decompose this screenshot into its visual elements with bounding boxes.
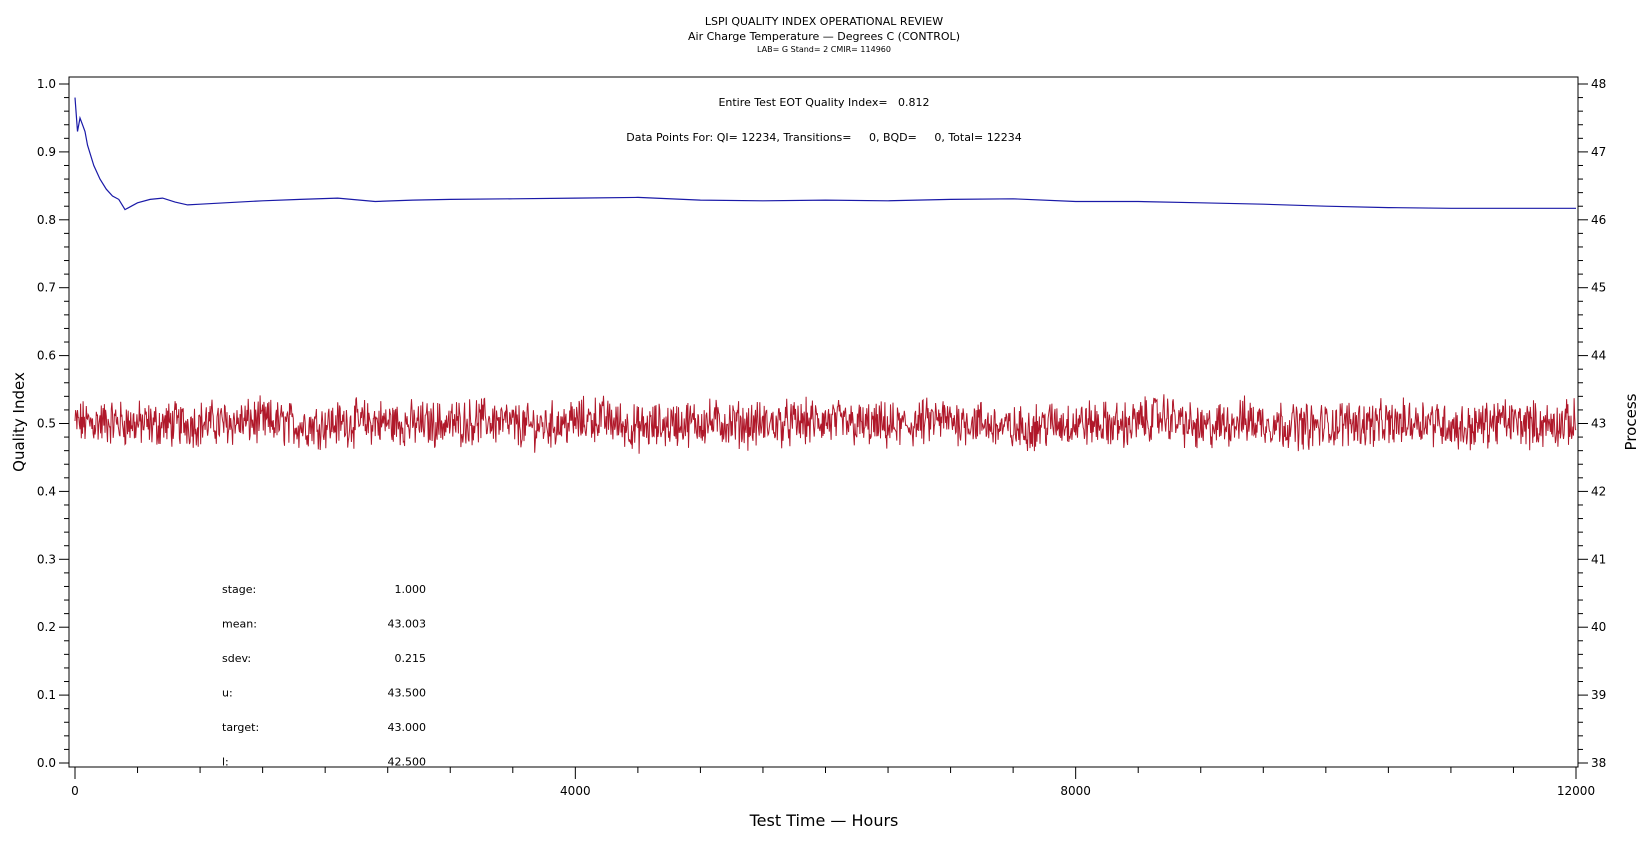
stat-value: 42.500 xyxy=(388,756,427,769)
y2-tick-label: 40 xyxy=(1591,620,1606,634)
y-tick-label: 1.0 xyxy=(37,77,56,91)
chart-meta: LAB= G Stand= 2 CMIR= 114960 xyxy=(757,45,891,54)
y-tick-label: 0.2 xyxy=(37,620,56,634)
plot-frame xyxy=(68,76,1579,768)
y2-axis-label: Process xyxy=(1622,393,1640,450)
y-axis-ticks: 0.0 0.1 0.2 0.3 0.4 0.5 0.6 0.7 0.8 0.9 1.0 xyxy=(37,77,69,770)
y2-tick-label: 43 xyxy=(1591,417,1606,431)
y-tick-label: 0.0 xyxy=(37,756,56,770)
stat-label: mean: xyxy=(222,618,257,631)
y-tick-label: 0.7 xyxy=(37,281,56,295)
chart-title: LSPI QUALITY INDEX OPERATIONAL REVIEW xyxy=(705,15,943,28)
y2-tick-label: 44 xyxy=(1591,349,1606,363)
quality-index-series-line xyxy=(74,97,1576,211)
stat-label: target: xyxy=(222,721,259,734)
stat-label: u: xyxy=(222,687,233,700)
stat-value: 0.215 xyxy=(395,652,427,665)
x-tick-label: 0 xyxy=(71,784,79,798)
quality-index-annotation: Entire Test EOT Quality Index= 0.812 xyxy=(718,96,929,109)
x-tick-label: 8000 xyxy=(1060,784,1091,798)
y2-tick-label: 39 xyxy=(1591,688,1606,702)
y-tick-label: 0.3 xyxy=(37,552,56,566)
stat-label: l: xyxy=(222,756,229,769)
stat-value: 1.000 xyxy=(395,583,427,596)
stats-block: stage: 1.000 mean: 43.003 sdev: 0.215 u: 43.500… xyxy=(222,583,426,769)
y2-tick-label: 42 xyxy=(1591,484,1606,498)
y-tick-label: 0.9 xyxy=(37,145,56,159)
y-tick-label: 0.4 xyxy=(37,484,56,498)
series-layer xyxy=(74,97,1577,454)
y2-tick-label: 45 xyxy=(1591,281,1606,295)
y-tick-label: 0.5 xyxy=(37,417,56,431)
y2-tick-label: 41 xyxy=(1591,552,1606,566)
x-axis-ticks: 0 4000 8000 12000 xyxy=(71,767,1595,798)
y-tick-label: 0.1 xyxy=(37,688,56,702)
y-tick-label: 0.6 xyxy=(37,349,56,363)
y2-tick-label: 47 xyxy=(1591,145,1606,159)
x-tick-label: 12000 xyxy=(1557,784,1595,798)
stat-label: stage: xyxy=(222,583,256,596)
chart-subtitle: Air Charge Temperature — Degrees C (CONT… xyxy=(688,30,960,43)
stat-value: 43.500 xyxy=(388,687,427,700)
y2-tick-label: 38 xyxy=(1591,756,1606,770)
stat-value: 43.000 xyxy=(388,721,427,734)
data-points-annotation: Data Points For: QI= 12234, Transitions=… xyxy=(626,131,1021,144)
y2-axis-ticks: 38 39 40 41 42 43 44 45 46 47 48 xyxy=(1578,77,1606,770)
x-tick-label: 4000 xyxy=(560,784,591,798)
y-axis-label: Quality Index xyxy=(10,372,28,472)
stat-label: sdev: xyxy=(222,652,251,665)
process-series-line xyxy=(74,394,1577,454)
y2-tick-label: 48 xyxy=(1591,77,1606,91)
y-tick-label: 0.8 xyxy=(37,213,56,227)
y2-tick-label: 46 xyxy=(1591,213,1606,227)
x-axis-label: Test Time — Hours xyxy=(749,811,899,830)
stat-value: 43.003 xyxy=(388,618,427,631)
